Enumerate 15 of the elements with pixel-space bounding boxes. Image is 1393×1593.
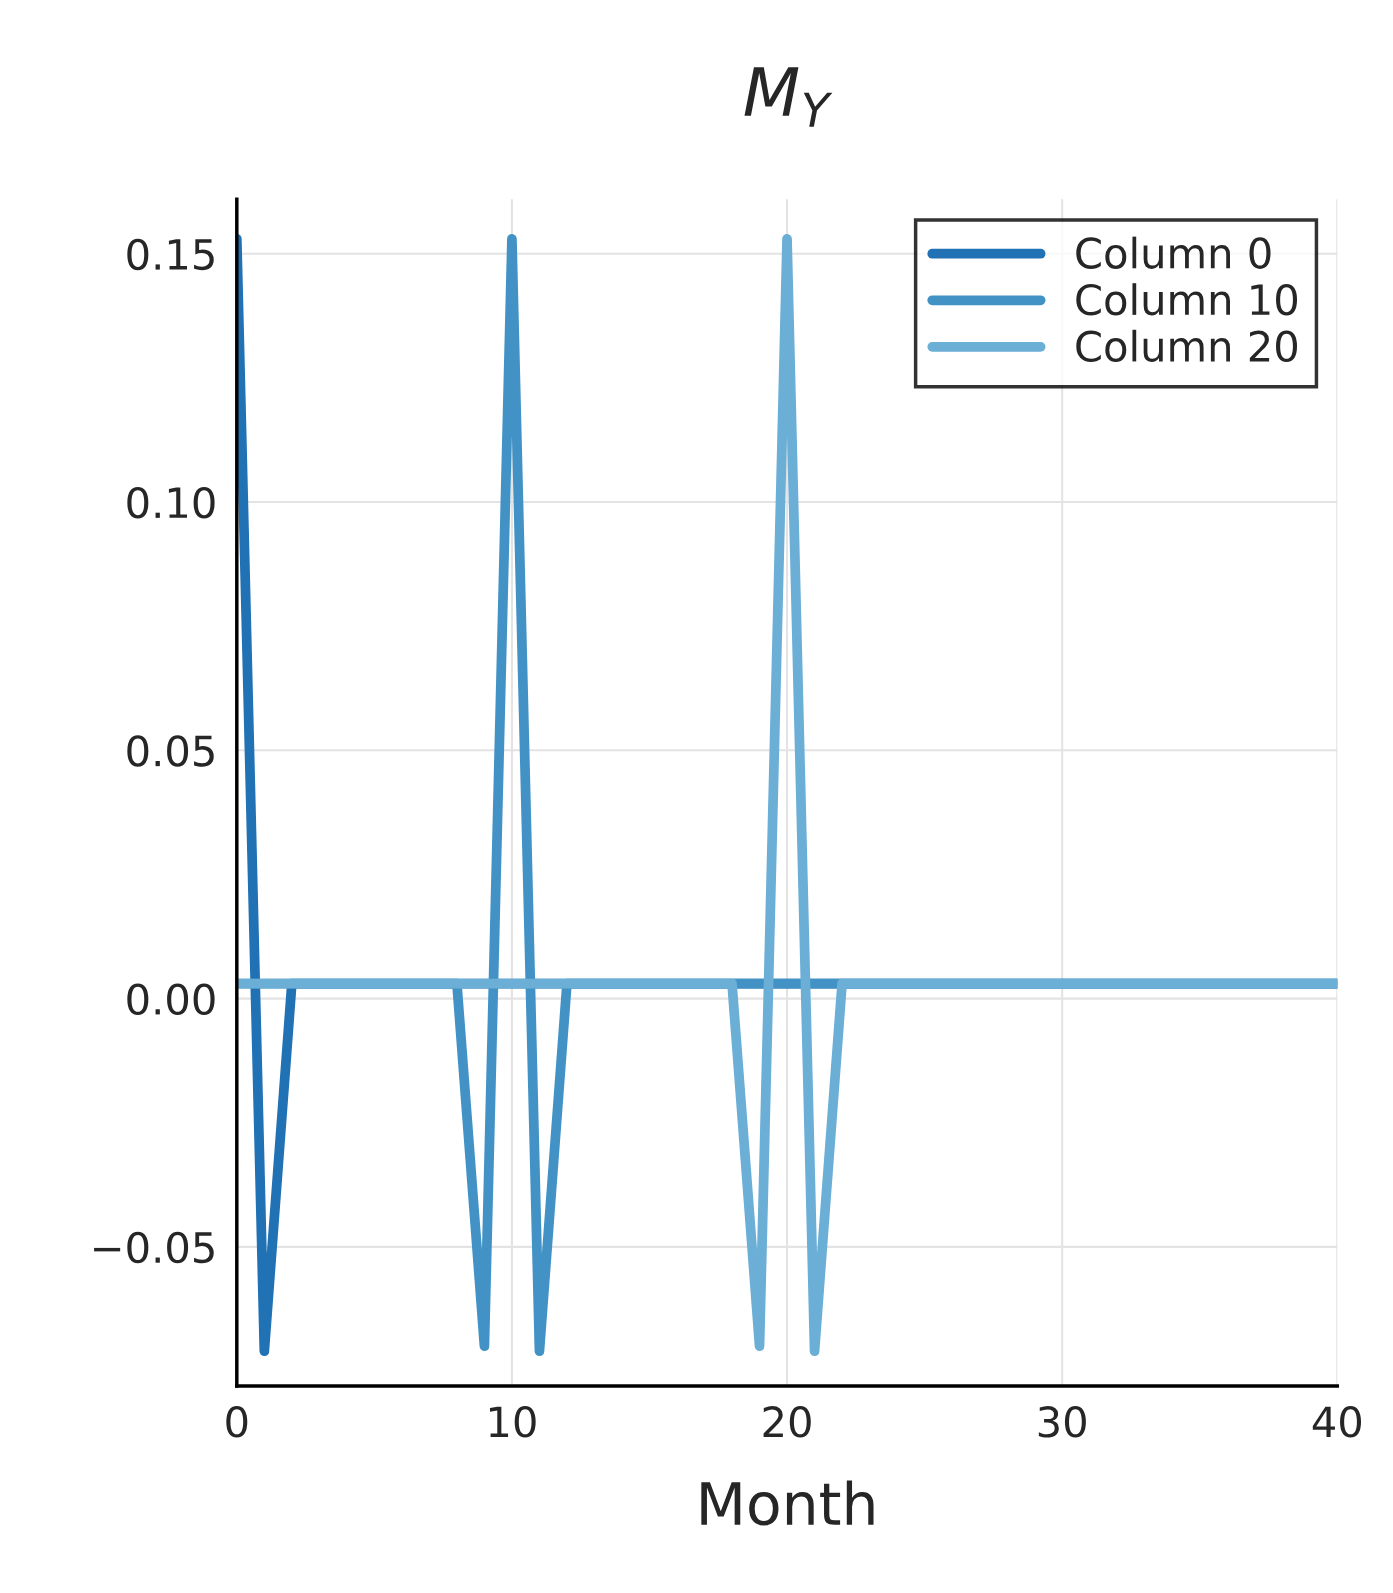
x-tick-label: 20 [763,1406,811,1438]
chart-title: M$_{Y}$ [744,67,833,127]
x-tick-label: 40 [1312,1406,1362,1438]
legend-label: Column 0 [1076,236,1271,269]
y-tick-label: −0.05 [94,1231,214,1264]
x-tick-label: 0 [226,1406,248,1438]
y-tick-label: 0.15 [127,238,214,271]
y-tick-label: 0.10 [127,486,215,519]
y-tick-label: 0.00 [127,983,215,1016]
legend-label: Column 20 [1076,329,1298,363]
x-tick-label: 30 [1038,1406,1086,1438]
y-tick-label: 0.05 [127,735,214,767]
x-axis-title: Month [701,1480,874,1526]
x-tick-label: 10 [489,1406,536,1438]
legend-label: Column 10 [1076,283,1298,316]
